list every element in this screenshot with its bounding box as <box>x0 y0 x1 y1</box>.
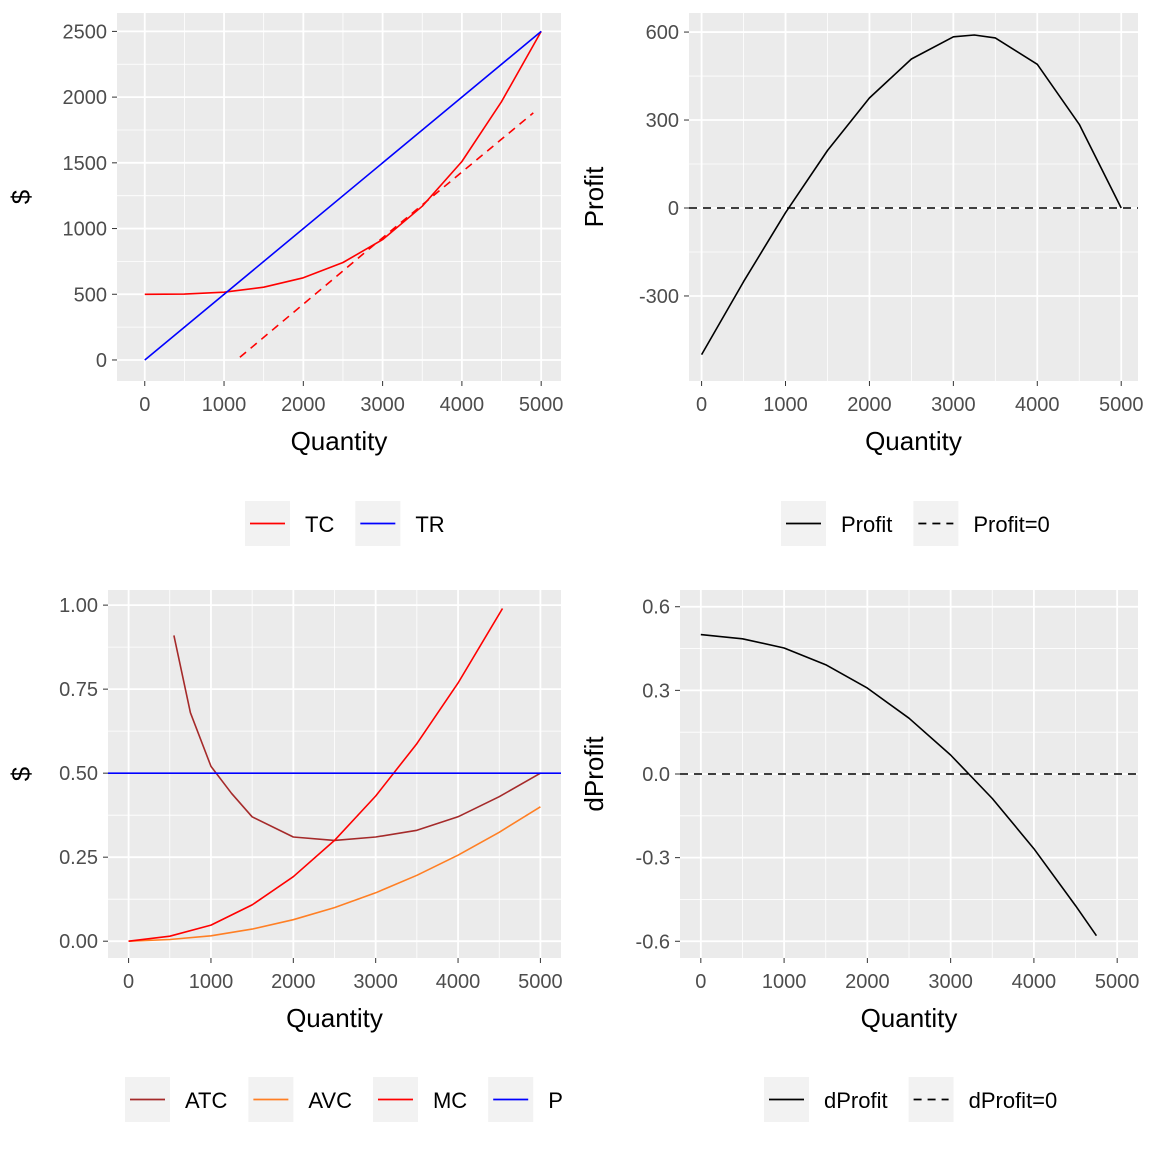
x-tick-label-3000: 3000 <box>353 971 398 993</box>
legend-label-mc: MC <box>433 1088 467 1113</box>
x-axis-title: Quantity <box>286 1003 383 1033</box>
legend-label-tr: TR <box>415 512 444 537</box>
y-tick-label-600: 600 <box>646 22 679 44</box>
x-tick-label-0: 0 <box>695 971 706 993</box>
x-axis-title: Quantity <box>291 426 388 456</box>
series-line-dashed-2 <box>239 112 534 358</box>
legend-label-profit-0: Profit=0 <box>973 512 1049 537</box>
y-tick-label-0p25: 0.25 <box>59 847 98 869</box>
y-axis-title: $ <box>6 766 36 781</box>
y-axis-title: $ <box>6 189 36 204</box>
x-axis-title: Quantity <box>861 1003 958 1033</box>
x-tick-label-4000: 4000 <box>1012 971 1057 993</box>
y-tick-label-2000: 2000 <box>63 87 108 109</box>
series-line-mc <box>128 608 504 942</box>
y-tick-label-2500: 2500 <box>63 21 108 43</box>
x-tick-label-2000: 2000 <box>847 394 892 416</box>
legend-label-dprofit-0: dProfit=0 <box>969 1088 1058 1113</box>
x-tick-label-4000: 4000 <box>436 971 481 993</box>
x-tick-label-4000: 4000 <box>1015 394 1060 416</box>
chart-panel-1: 0 1000 2000 3000 4000 5000 0 500 1000 1500 2000 250… <box>6 13 563 546</box>
x-tick-label-5000: 5000 <box>518 971 563 993</box>
y-tick-label-500: 500 <box>74 284 107 306</box>
y-tick-label-0p75: 0.75 <box>59 679 98 701</box>
y-tick-label-0: 0.0 <box>642 764 670 786</box>
chart-panel-2: 0 1000 2000 3000 4000 5000 -300 0 300 600 Quantity… <box>579 13 1143 546</box>
x-tick-label-2000: 2000 <box>281 394 326 416</box>
series-line-profit <box>700 34 1122 355</box>
x-tick-label-2000: 2000 <box>845 971 890 993</box>
legend: ATC AVC MC P <box>125 1077 563 1122</box>
y-axis-title: dProfit <box>579 736 609 812</box>
x-tick-label-2000: 2000 <box>271 971 316 993</box>
y-tick-label-0p6: 0.6 <box>642 597 670 619</box>
series-line-tr <box>144 30 542 361</box>
x-tick-label-1000: 1000 <box>762 971 807 993</box>
y-tick-label-1000: 1000 <box>63 219 108 241</box>
series-line-dprofit <box>700 633 1098 937</box>
series-line-tc <box>144 31 542 296</box>
x-tick-label-5000: 5000 <box>1099 394 1144 416</box>
legend-label-tc: TC <box>305 512 334 537</box>
legend-label-dprofit: dProfit <box>824 1088 888 1113</box>
chart-panel-4: 0 1000 2000 3000 4000 5000 -0.6 -0.3 0.0 0.3 0.6 Qu… <box>579 590 1139 1122</box>
y-tick-label-1500: 1500 <box>63 153 108 175</box>
series-line-avc <box>128 806 541 942</box>
y-tick-label-0: 0.00 <box>59 931 98 953</box>
x-tick-label-3000: 3000 <box>931 394 976 416</box>
legend-label-p: P <box>548 1088 563 1113</box>
x-tick-label-0: 0 <box>139 394 150 416</box>
x-tick-label-3000: 3000 <box>360 394 405 416</box>
x-tick-label-5000: 5000 <box>519 394 564 416</box>
y-tick-label-m300: -300 <box>639 286 679 308</box>
x-axis-title: Quantity <box>865 426 962 456</box>
legend-label-avc: AVC <box>308 1088 352 1113</box>
legend: TC TR <box>245 501 445 546</box>
legend: dProfit dProfit=0 <box>764 1077 1057 1122</box>
x-tick-label-1000: 1000 <box>763 394 808 416</box>
x-tick-label-3000: 3000 <box>928 971 973 993</box>
legend-label-profit: Profit <box>841 512 892 537</box>
y-axis-title: Profit <box>579 166 609 227</box>
x-tick-label-0: 0 <box>696 394 707 416</box>
series-line-atc <box>173 635 541 842</box>
y-tick-label-m0p6: -0.6 <box>636 931 670 953</box>
y-tick-label-0p5: 0.50 <box>59 763 98 785</box>
chart-panel-3: 0 1000 2000 3000 4000 5000 0.00 0.25 0.50 0.75 1.0… <box>6 590 563 1122</box>
legend-label-atc: ATC <box>185 1088 227 1113</box>
x-tick-label-1000: 1000 <box>202 394 247 416</box>
legend: Profit Profit=0 <box>781 501 1050 546</box>
x-tick-label-4000: 4000 <box>440 394 485 416</box>
plot-background <box>689 13 1138 381</box>
plot-background <box>117 13 561 381</box>
y-tick-label-300: 300 <box>646 110 679 132</box>
y-tick-label-m0p3: -0.3 <box>636 848 670 870</box>
y-tick-label-0p3: 0.3 <box>642 680 670 702</box>
y-tick-label-1: 1.00 <box>59 595 98 617</box>
x-tick-label-5000: 5000 <box>1095 971 1140 993</box>
y-tick-label-0: 0 <box>96 350 107 372</box>
y-tick-label-0: 0 <box>668 198 679 220</box>
x-tick-label-1000: 1000 <box>189 971 234 993</box>
x-tick-label-0: 0 <box>123 971 134 993</box>
